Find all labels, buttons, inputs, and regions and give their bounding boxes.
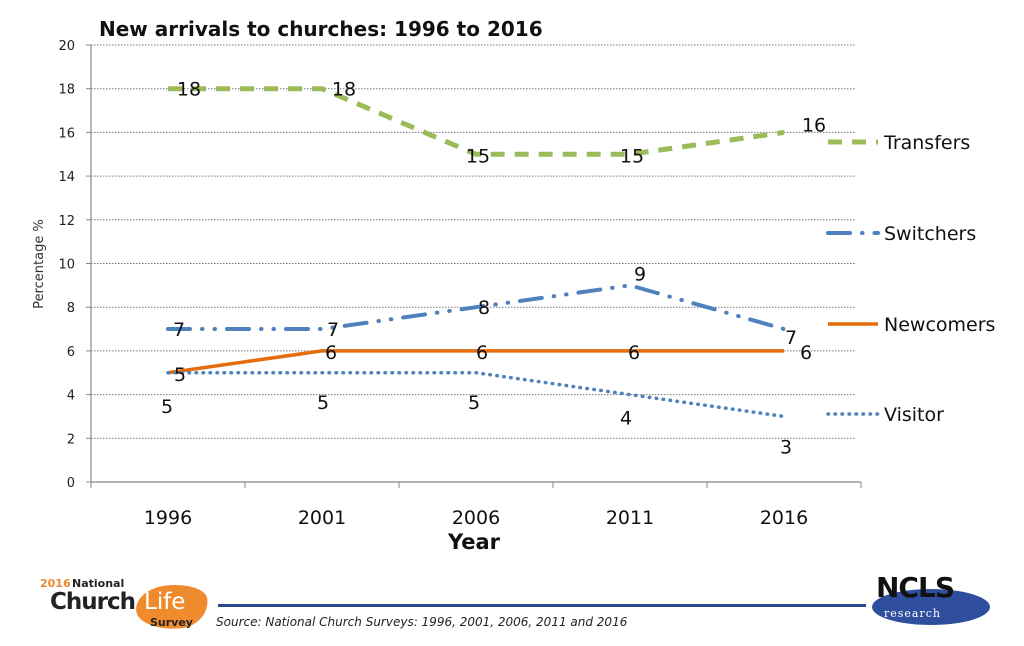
series-line-newcomers (167, 349, 784, 375)
data-label-visitor: 3 (780, 436, 792, 458)
data-label-newcomers: 6 (628, 342, 640, 364)
series-lines (166, 86, 786, 419)
church-life-survey-logo: 2016 National Church Life Survey (40, 571, 215, 633)
logo-life: Life (144, 589, 186, 615)
logo-research: research (884, 607, 941, 620)
y-tick-label: 4 (67, 389, 75, 404)
x-axis-ticks: 1996 2001 2006 2011 2016 (90, 482, 862, 529)
x-tick-label: 2006 (452, 507, 500, 529)
y-tick-label: 16 (58, 126, 75, 141)
legend-label-transfers: Transfers (883, 132, 970, 154)
y-tick-label: 2 (67, 432, 75, 447)
logo-ncls: NCLS (876, 571, 955, 604)
x-tick-label: 2016 (760, 507, 808, 529)
y-tick-label: 18 (58, 83, 75, 98)
legend: Transfers Switchers Newcomers Visitor (826, 132, 995, 426)
series-line-switchers (166, 283, 786, 332)
data-label-switchers: 7 (785, 327, 797, 349)
data-label-transfers: 15 (466, 145, 490, 167)
y-tick-label: 20 (58, 39, 75, 54)
data-label-switchers: 8 (478, 297, 490, 319)
logo-church: Church (50, 589, 136, 615)
gridlines (91, 44, 855, 439)
data-label-switchers: 9 (634, 263, 646, 285)
source-note: Source: National Church Surveys: 1996, 2… (216, 615, 628, 629)
data-label-newcomers: 5 (174, 364, 186, 386)
y-tick-label: 12 (58, 214, 75, 229)
line-chart: New arrivals to churches: 1996 to 2016 0… (32, 17, 995, 554)
x-tick-label: 1996 (144, 507, 192, 529)
y-tick-label: 10 (58, 258, 75, 273)
y-tick-label: 0 (67, 476, 75, 491)
series-line-transfers (168, 86, 785, 157)
data-label-switchers: 7 (327, 319, 339, 341)
footer-divider (218, 604, 866, 607)
logo-survey: Survey (150, 616, 193, 629)
x-axis-label: Year (447, 530, 501, 554)
chart-title: New arrivals to churches: 1996 to 2016 (99, 17, 543, 41)
logo-blue-oval (872, 589, 990, 625)
data-label-transfers: 16 (802, 114, 826, 136)
data-label-transfers: 18 (177, 79, 201, 101)
y-axis-label: Percentage % (32, 219, 47, 309)
data-label-visitor: 5 (468, 392, 480, 414)
data-label-visitor: 4 (620, 408, 632, 430)
data-label-transfers: 18 (332, 79, 356, 101)
y-tick-label: 6 (67, 345, 75, 360)
data-label-newcomers: 6 (476, 342, 488, 364)
data-label-visitor: 5 (161, 396, 173, 418)
data-label-switchers: 7 (173, 319, 185, 341)
logo-year: 2016 (40, 577, 71, 590)
data-label-newcomers: 6 (325, 342, 337, 364)
data-label-newcomers: 6 (800, 342, 812, 364)
x-tick-label: 2001 (298, 507, 346, 529)
x-tick-label: 2011 (606, 507, 654, 529)
ncls-research-logo: NCLS research (870, 569, 992, 627)
data-label-visitor: 5 (317, 392, 329, 414)
y-axis-ticks: 0 2 4 6 8 10 12 14 16 18 20 (58, 39, 91, 491)
series-line-visitor (166, 371, 786, 419)
legend-label-switchers: Switchers (884, 223, 976, 245)
y-tick-label: 8 (67, 301, 75, 316)
logo-national: National (72, 577, 125, 590)
legend-label-visitor: Visitor (884, 404, 944, 426)
legend-label-newcomers: Newcomers (884, 314, 995, 336)
data-label-transfers: 15 (620, 145, 644, 167)
footer: 2016 National Church Life Survey Source:… (0, 565, 1024, 646)
y-tick-label: 14 (58, 170, 75, 185)
